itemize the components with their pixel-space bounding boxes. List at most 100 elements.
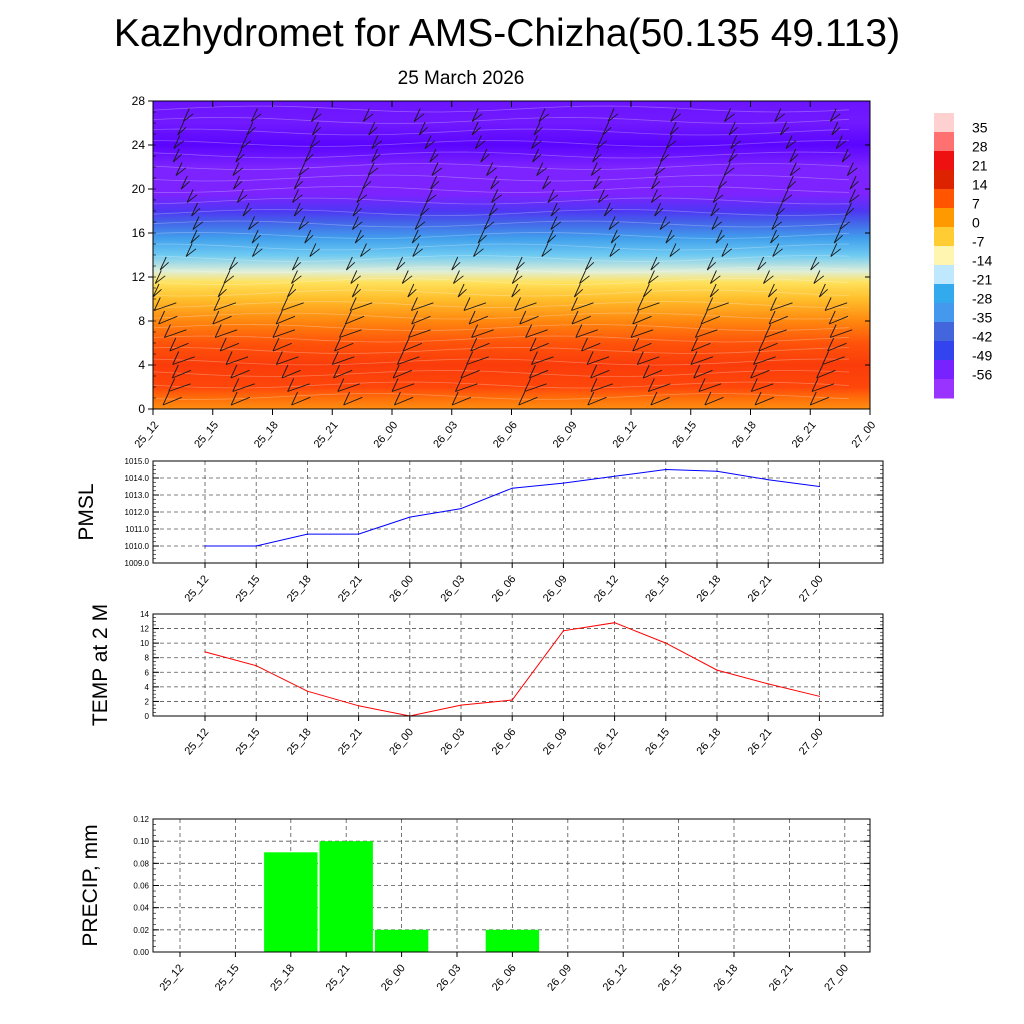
wind-barb-flag	[407, 283, 415, 298]
wind-barb	[480, 153, 490, 163]
wind-barb-flag	[592, 148, 599, 163]
wind-barb-flag	[217, 283, 225, 298]
wind-barb-flag	[532, 148, 540, 163]
wind-barb	[592, 153, 602, 163]
wind-barb-flag	[767, 283, 775, 298]
colorbar-swatch	[934, 265, 954, 285]
wind-barb-flag	[728, 121, 736, 136]
wind-barb	[533, 126, 543, 136]
pmsl-chart: 1009.0 1010.0 1011.0 1012.0 1013.0 1014.0 1015…	[75, 457, 884, 604]
x-tick-label: 26_12	[601, 962, 630, 993]
wind-barb-flag	[293, 202, 301, 217]
wind-barb-flag	[455, 378, 462, 392]
wind-barb	[172, 369, 192, 379]
wind-barb-flag	[650, 256, 658, 271]
colorbar-swatch	[934, 170, 954, 190]
wind-barb-flag	[770, 297, 777, 311]
colorbar-swatch	[934, 379, 954, 399]
wind-barb-flag	[343, 391, 351, 406]
wind-barb	[841, 153, 851, 163]
contour-line	[153, 301, 850, 308]
data-point	[716, 470, 718, 472]
colorbar-label: 14	[972, 177, 988, 193]
wind-barb	[172, 356, 195, 365]
data-point	[306, 533, 308, 535]
wind-barb	[473, 248, 484, 257]
wind-barb	[304, 153, 314, 163]
contour-line	[153, 324, 850, 331]
x-tick-label: 25_12	[182, 573, 211, 604]
wind-barb	[172, 153, 182, 163]
wind-barb-flag	[463, 297, 471, 311]
x-tick-label: 26_21	[767, 962, 796, 993]
wind-barb	[251, 113, 262, 122]
wind-barb	[431, 167, 443, 176]
wind-barb	[225, 356, 249, 365]
wind-barb	[830, 248, 841, 257]
wind-barb-flag	[396, 256, 403, 271]
x-tick-label: 26_09	[545, 962, 574, 993]
y-tick-label: 8	[145, 654, 150, 663]
wind-barb-flag	[550, 216, 558, 230]
wind-barb-flag	[827, 337, 835, 352]
data-point	[614, 475, 616, 477]
wind-barb	[240, 140, 252, 149]
wind-barb	[488, 207, 498, 217]
wind-barb-flag	[429, 148, 437, 163]
wind-barb	[190, 234, 200, 244]
wind-barb	[835, 140, 847, 149]
wind-barb-flag	[721, 243, 729, 257]
wind-barb	[350, 275, 361, 284]
wind-barb-flag	[352, 202, 360, 217]
wind-barb-flag	[468, 310, 476, 325]
wind-barb	[754, 396, 774, 406]
wind-barb-flag	[587, 391, 595, 406]
page-title: Kazhydromet for AMS-Chizha(50.135 49.113…	[113, 12, 901, 55]
wind-barb-flag	[333, 364, 340, 379]
wind-barb-flag	[250, 108, 258, 122]
x-tick-label: 26_15	[643, 573, 672, 604]
wind-barb	[728, 153, 738, 163]
wind-barb-flag	[213, 297, 221, 311]
wind-barb	[180, 180, 191, 190]
colorbar-label: 7	[972, 196, 980, 212]
wind-barb-flag	[344, 310, 352, 325]
wind-barb	[396, 261, 406, 271]
wind-barb-flag	[191, 202, 198, 217]
x-tick-label: 26_15	[643, 726, 672, 757]
wind-barb-flag	[831, 121, 839, 136]
wind-barb-flag	[754, 391, 762, 406]
x-tick-label: 26_06	[490, 573, 519, 604]
colorbar-label: -28	[972, 291, 992, 307]
contour-line	[153, 255, 850, 262]
x-tick-label: 25_18	[285, 573, 314, 604]
wind-barb-flag	[816, 364, 824, 379]
wind-barb	[723, 167, 735, 176]
wind-barb-flag	[781, 189, 789, 203]
wind-barb	[287, 288, 297, 298]
wind-barb-flag	[153, 297, 161, 311]
wind-barb	[292, 261, 302, 271]
wind-barb-flag	[775, 202, 783, 217]
wind-barb-flag	[480, 148, 488, 163]
wind-barb	[690, 356, 714, 365]
wind-barb	[408, 329, 431, 338]
wind-barb-flag	[846, 162, 854, 176]
wind-barb	[591, 167, 602, 176]
wind-barb	[276, 356, 299, 365]
wind-barb-flag	[828, 310, 836, 325]
colorbar-label: -35	[972, 310, 992, 326]
wind-barb	[550, 207, 560, 217]
wind-barb	[293, 180, 304, 190]
x-tick-label: 26_15	[670, 419, 699, 450]
wind-barb	[168, 383, 191, 392]
wind-barb	[420, 207, 430, 217]
wind-barb-flag	[809, 391, 817, 406]
x-tick-label: 25_12	[182, 726, 211, 757]
y-tick-label: 6	[145, 668, 150, 677]
wind-barb-flag	[232, 378, 240, 392]
y-tick-label: 14	[140, 610, 149, 619]
wind-barb	[486, 167, 497, 176]
x-tick-label: 27_00	[797, 573, 826, 604]
wind-barb	[363, 113, 374, 122]
